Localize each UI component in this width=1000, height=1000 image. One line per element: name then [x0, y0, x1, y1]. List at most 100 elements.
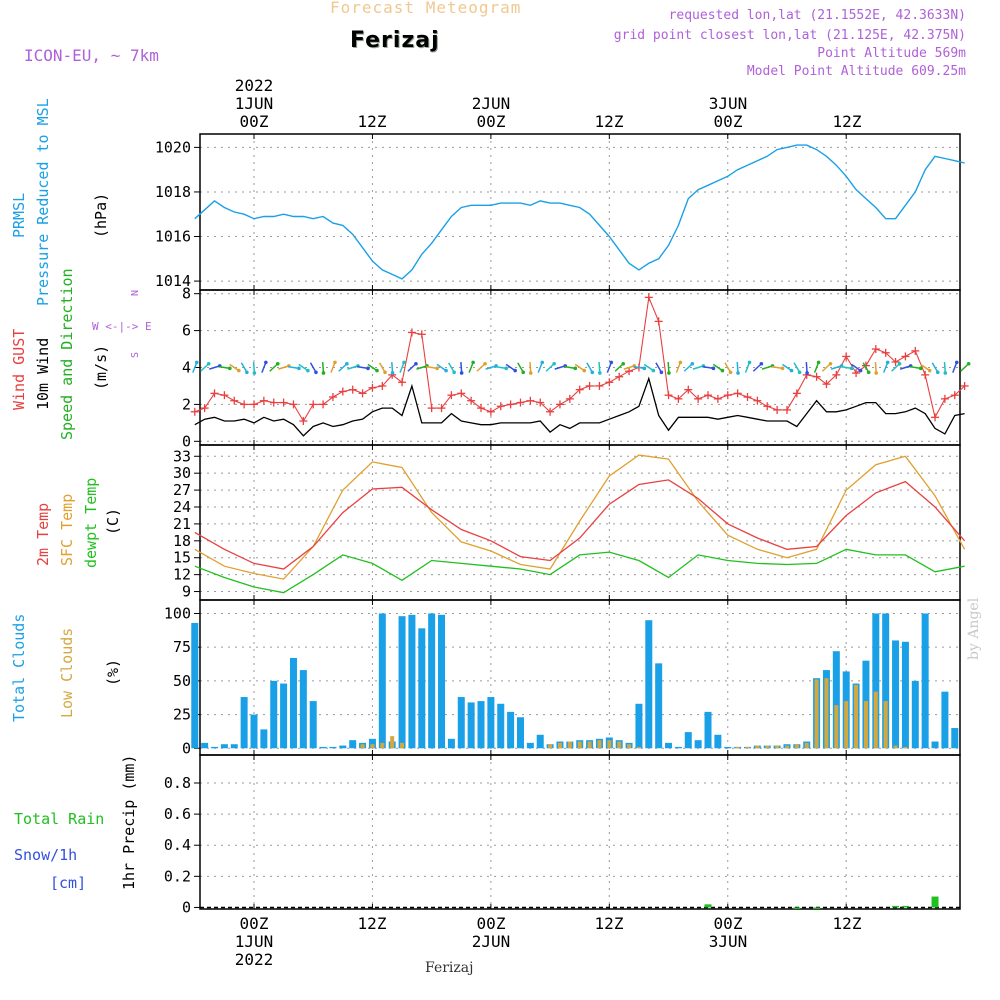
precip-axis-label: 1hr Precip (mm): [120, 755, 138, 890]
wind-direction-arrowhead: [866, 370, 871, 375]
wind-direction-arrowhead: [194, 360, 199, 365]
total-clouds-bar: [319, 746, 327, 749]
precip-panel-ytick-label: 0.6: [164, 805, 191, 823]
rain-bar: [793, 907, 801, 909]
wind-direction-arrowhead: [897, 361, 902, 366]
total-clouds-bar: [339, 745, 347, 749]
total-clouds-bar: [526, 742, 534, 749]
wind-direction-arrow: [862, 362, 870, 373]
requested-coordinates: requested lon,lat (21.1552E, 42.3633N): [668, 8, 966, 23]
wind-label: 10m Wind: [34, 338, 52, 410]
compass-label: W <-|-> E: [92, 320, 152, 333]
wind-direction-arrow: [952, 362, 958, 373]
temp-panel-ytick-label: 9: [182, 583, 191, 601]
wind-direction-arrow: [485, 365, 497, 370]
pressure-panel-ytick-label: 1016: [155, 228, 191, 246]
top-time-label: 12Z: [832, 112, 862, 131]
top-time-label: 12Z: [594, 112, 624, 131]
wind-direction-arrow: [943, 361, 947, 374]
low-clouds-bar: [834, 705, 839, 749]
low-clouds-bar: [735, 746, 740, 749]
plot-layer: 1014101610181020024689121518212427303302…: [155, 133, 971, 916]
temp-panel-ytick-label: 18: [173, 532, 191, 550]
low-clouds-bar: [854, 684, 859, 749]
top-time-label: 12Z: [357, 112, 387, 131]
wind-direction-arrowhead: [435, 366, 439, 371]
wind-direction-arrowhead: [471, 360, 475, 365]
wind-direction-arrow: [529, 361, 532, 374]
low-clouds-bar: [380, 742, 385, 749]
top-time-label: 00Z: [713, 112, 743, 131]
wind-direction-arrowhead: [711, 366, 716, 371]
t2m-label: 2m Temp: [34, 503, 52, 566]
wind-direction-arrowhead: [609, 360, 614, 365]
wind-direction-arrow: [240, 362, 248, 373]
precip-panel-frame: [199, 754, 961, 910]
wind-direction-arrow: [261, 362, 267, 373]
wind-direction-arrowhead: [345, 361, 349, 366]
low-clouds-bar: [370, 744, 375, 749]
wind-direction-arrowhead: [245, 370, 249, 375]
total-clouds-bar: [911, 680, 919, 749]
precip-axis-labels: Total Rain Snow/1h [cm] 1hr Precip (mm): [14, 755, 138, 892]
wind-direction-arrow: [724, 362, 732, 373]
low-clouds-bar: [577, 741, 582, 749]
top-date-label: 1JUN: [234, 94, 274, 113]
total-clouds-bar: [832, 651, 840, 749]
wind-direction-arrow: [321, 361, 325, 374]
wind-panel-ytick-label: 0: [182, 432, 191, 450]
wind-direction-arrow: [744, 362, 751, 373]
wind-direction-arrowhead: [582, 368, 587, 373]
rain-bar: [901, 905, 909, 908]
wind-direction-arrow: [460, 361, 463, 374]
wind-direction-arrow: [338, 363, 348, 372]
wind-direction-arrowhead: [552, 361, 556, 366]
bottom-time-label: 12Z: [357, 914, 387, 933]
wind-direction-arrowhead: [414, 361, 418, 366]
low-clouds-bar: [863, 701, 868, 749]
total-clouds-bar: [289, 657, 297, 749]
wind-direction-arrow: [633, 365, 645, 370]
wind-direction-arrowhead: [598, 371, 602, 375]
wind-direction-arrowhead: [797, 370, 802, 375]
wind-direction-arrowhead: [954, 360, 959, 365]
wind-direction-arrowhead: [321, 371, 326, 375]
low-clouds-bar: [755, 745, 760, 749]
wind-direction-arrowhead: [402, 360, 406, 365]
wind-direction-arrow: [712, 363, 723, 372]
wind-direction-arrowhead: [943, 371, 948, 375]
total-clouds-bar: [230, 744, 238, 749]
wind-direction-arrowhead: [275, 361, 280, 366]
wind-direction-arrow: [537, 362, 543, 373]
total-clouds-bar: [665, 742, 673, 749]
wind-direction-arrow: [448, 362, 455, 373]
wind-direction-arrow: [736, 361, 739, 374]
pressure-unit: (hPa): [92, 193, 110, 238]
wind-direction-arrow: [505, 363, 516, 372]
cloud-axis-labels: Total Clouds Low Clouds (%): [10, 614, 122, 722]
location-title: Ferizaj: [350, 28, 440, 53]
pressure-axis-labels: PRMSL Pressure Reduced to MSL (hPa): [10, 98, 110, 306]
wind-direction-arrowhead: [828, 361, 833, 366]
wind-direction-arrow: [851, 363, 862, 372]
wind-direction-arrow: [606, 362, 613, 373]
low-clouds-bar: [607, 740, 612, 749]
wind-direction-arrowhead: [444, 368, 448, 373]
rain-bar: [892, 905, 900, 908]
low-clouds-bar: [597, 740, 602, 749]
clouds-panel-ytick-label: 0: [182, 739, 191, 757]
low-clouds-bar: [745, 746, 750, 749]
total-clouds-bar: [724, 746, 732, 749]
wind-direction-arrow: [218, 365, 230, 370]
wind-direction-arrow: [821, 363, 831, 372]
wind-direction-arrowhead: [504, 366, 508, 371]
dewpt-label: dewpt Temp: [82, 478, 100, 568]
wind-direction-arrowhead: [333, 360, 337, 365]
temp-panel-ytick-label: 15: [173, 549, 191, 567]
total-clouds-bar: [497, 703, 505, 749]
wind-direction-arrow: [330, 362, 336, 373]
total-clouds-bar: [674, 746, 682, 749]
wind-direction-arrowhead: [528, 371, 533, 375]
top-time-label: 00Z: [239, 112, 269, 131]
